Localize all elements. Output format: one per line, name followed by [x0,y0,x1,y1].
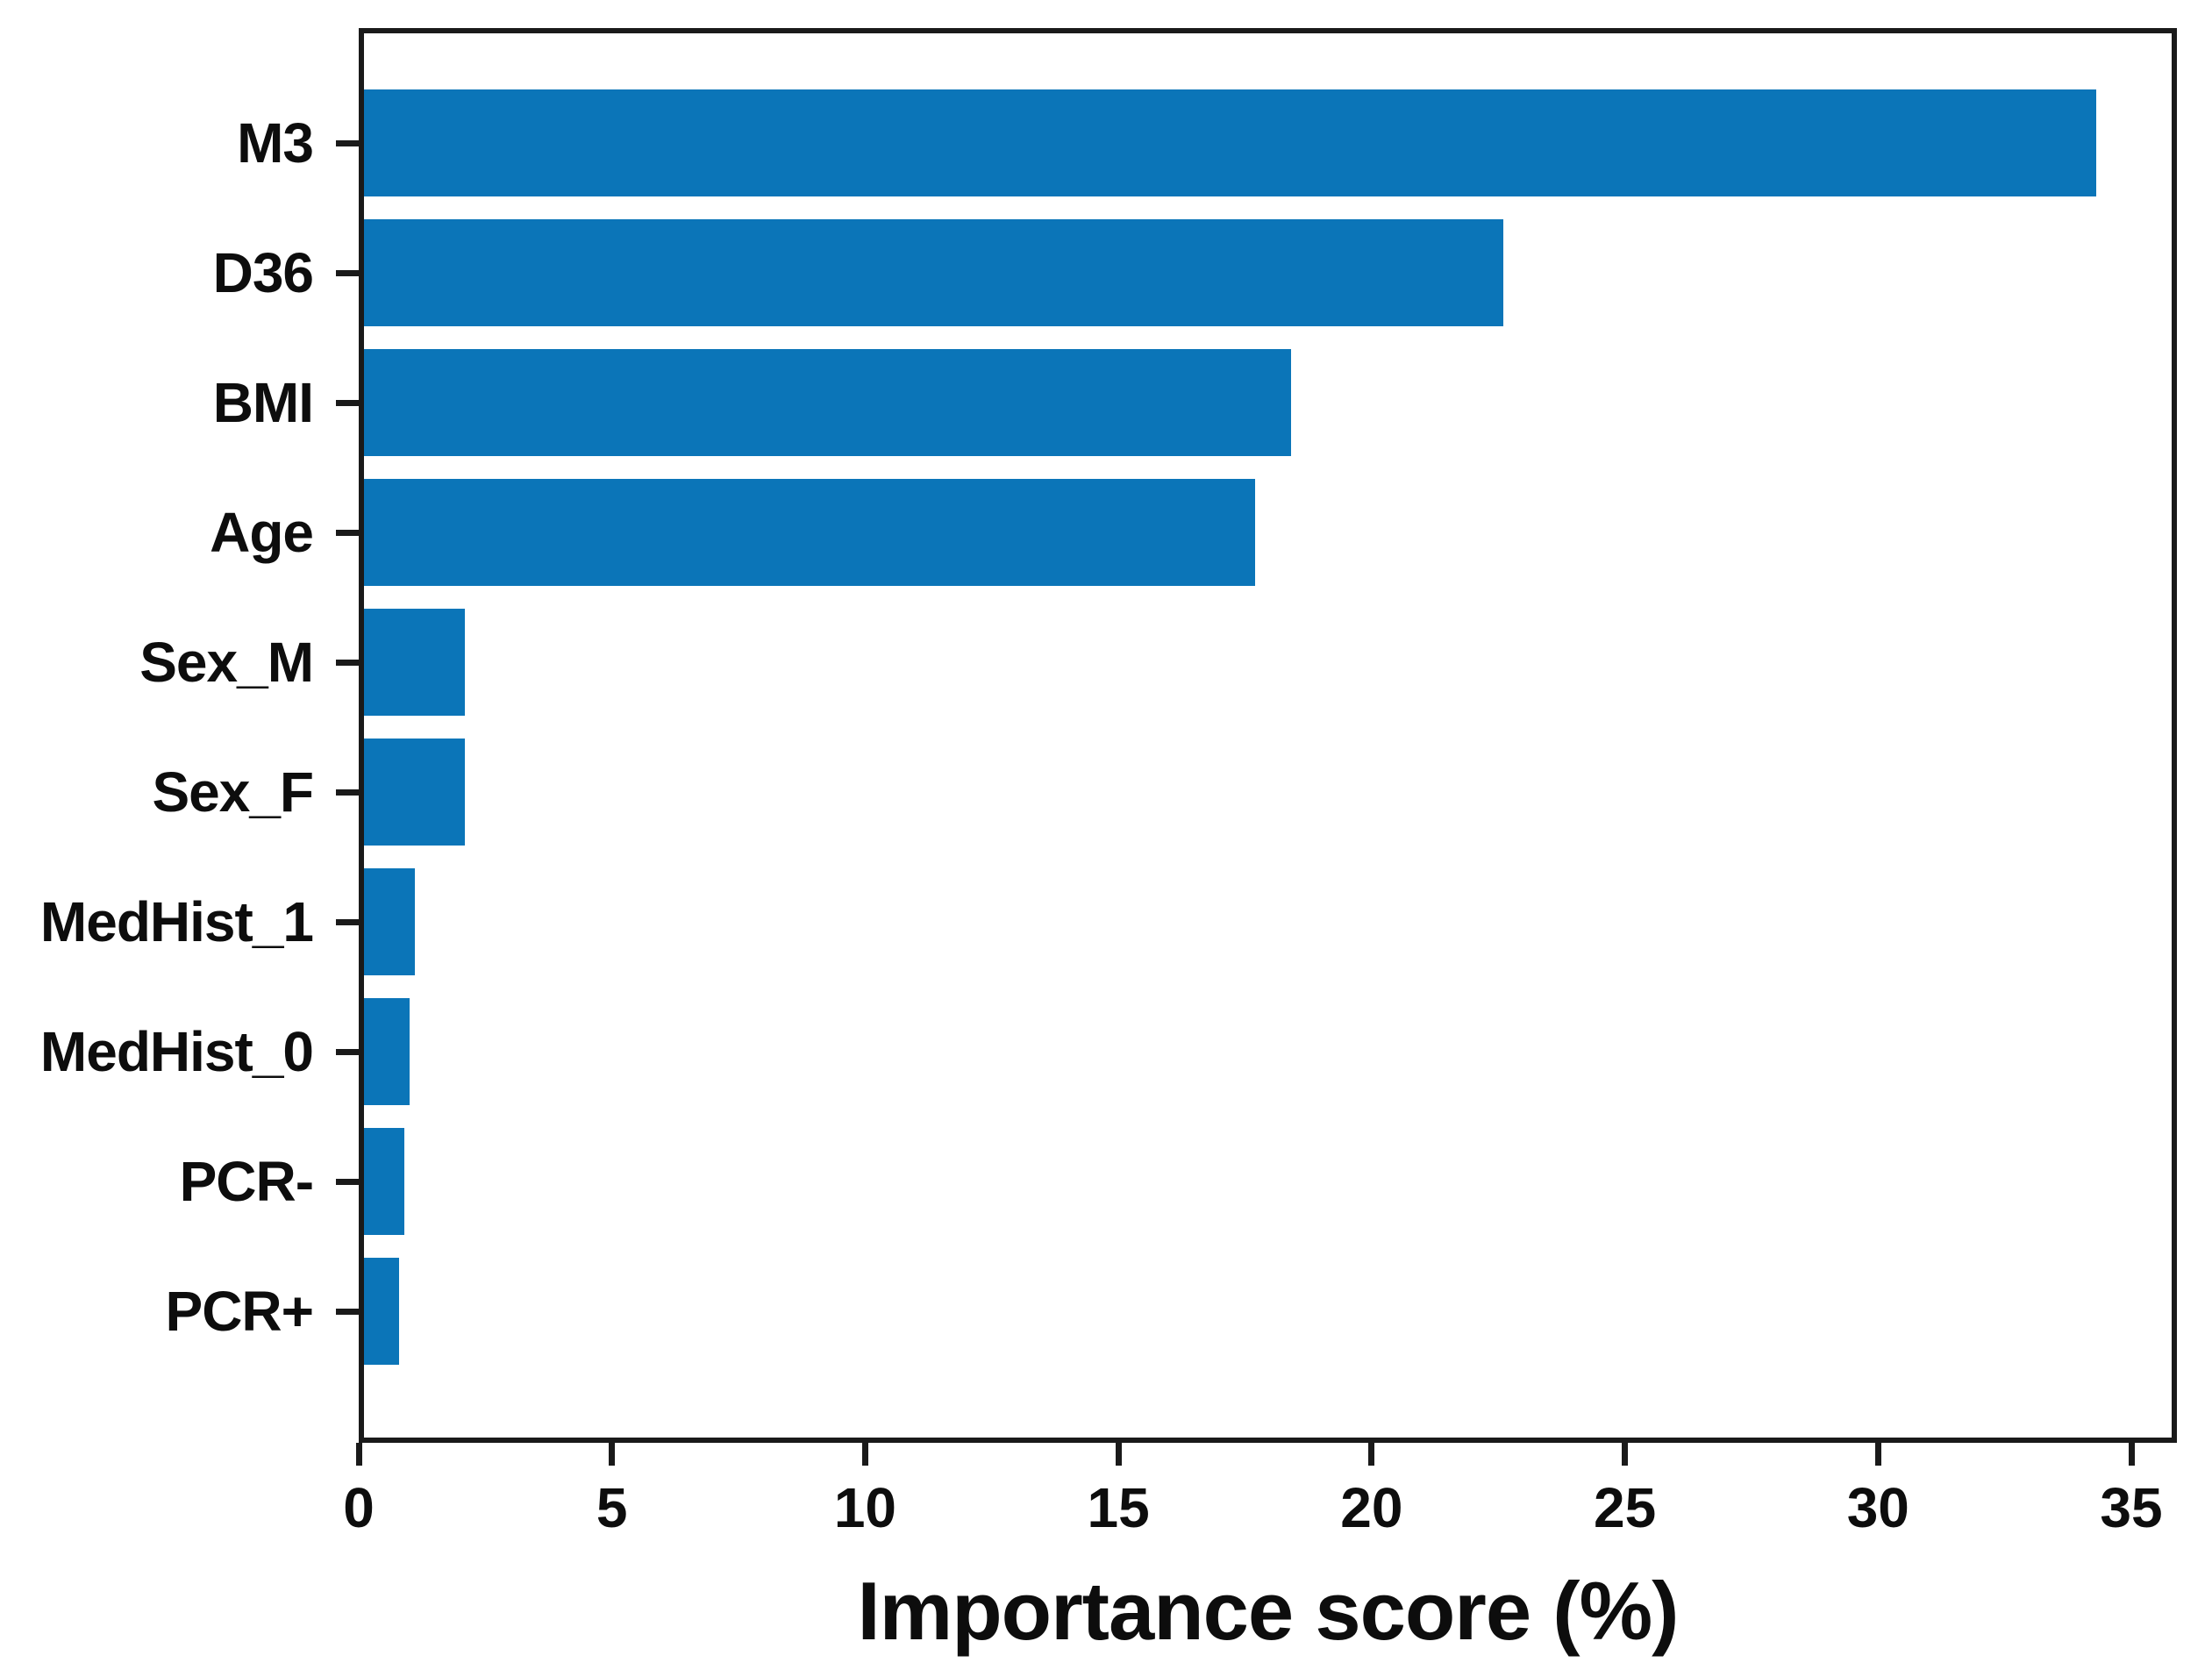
x-tick-mark [1622,1443,1629,1466]
bar-PCR+ [364,1258,399,1365]
y-tick-label-PCR+: PCR+ [165,1280,315,1343]
y-tick-mark [336,529,359,536]
y-tick-label-BMI: BMI [212,371,314,434]
bar-Sex_F [364,739,465,846]
y-tick-mark [336,918,359,925]
y-tick-label-D36: D36 [212,241,314,304]
x-tick-label-0: 0 [343,1476,375,1539]
y-tick-mark [336,1308,359,1315]
bar-MedHist_1 [364,868,415,975]
x-tick-mark [1368,1443,1375,1466]
y-tick-label-Sex_M: Sex_M [139,631,314,694]
x-tick-label-35: 35 [2100,1476,2163,1539]
x-tick-label-15: 15 [1087,1476,1150,1539]
y-tick-mark [336,399,359,406]
plot-area [359,28,2177,1443]
y-tick-mark [336,1178,359,1185]
bar-PCR- [364,1128,404,1235]
bar-M3 [364,89,2096,196]
x-tick-mark [1115,1443,1122,1466]
y-tick-label-Age: Age [210,501,314,564]
y-tick-label-MedHist_0: MedHist_0 [39,1020,314,1083]
x-tick-mark [609,1443,616,1466]
x-tick-mark [861,1443,868,1466]
y-tick-label-Sex_F: Sex_F [152,760,314,824]
bar-Sex_M [364,609,465,716]
x-tick-mark [355,1443,362,1466]
x-tick-mark [2128,1443,2135,1466]
x-tick-label-5: 5 [596,1476,628,1539]
x-tick-label-25: 25 [1593,1476,1657,1539]
y-tick-label-M3: M3 [237,111,314,175]
bar-Age [364,479,1255,586]
y-tick-mark [336,789,359,796]
x-tick-label-10: 10 [833,1476,897,1539]
bar-BMI [364,349,1291,456]
bar-MedHist_0 [364,998,410,1105]
x-tick-mark [1874,1443,1881,1466]
bar-D36 [364,219,1503,326]
x-tick-label-30: 30 [1846,1476,1909,1539]
y-tick-mark [336,269,359,276]
y-tick-label-MedHist_1: MedHist_1 [39,890,314,953]
x-tick-label-20: 20 [1340,1476,1403,1539]
y-tick-mark [336,1048,359,1055]
y-tick-mark [336,139,359,146]
x-axis-title: Importance score (%) [857,1565,1680,1657]
y-tick-label-PCR-: PCR- [179,1150,314,1213]
y-tick-mark [336,659,359,666]
